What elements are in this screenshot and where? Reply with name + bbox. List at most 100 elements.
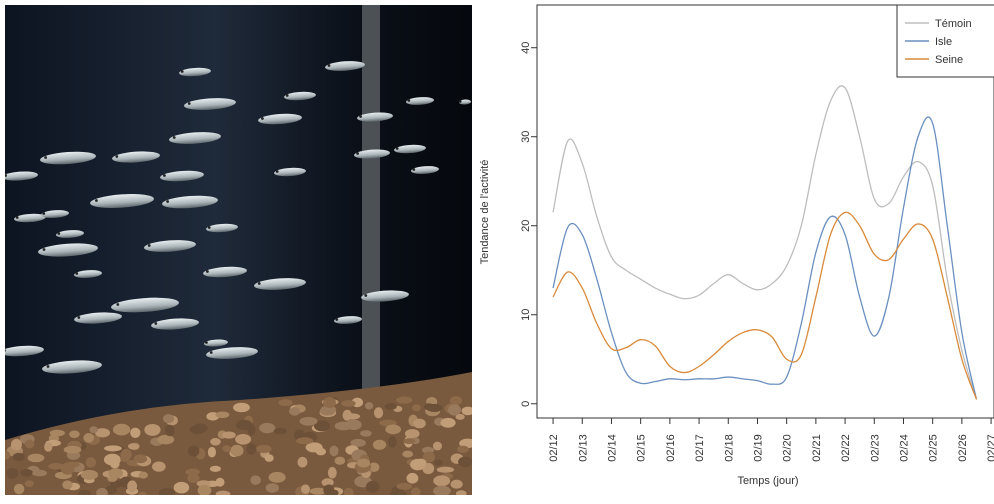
pebble bbox=[133, 454, 148, 464]
fish-school bbox=[5, 61, 471, 374]
fish bbox=[406, 97, 434, 105]
pebble bbox=[222, 445, 232, 452]
pebble bbox=[158, 488, 176, 495]
fish bbox=[459, 99, 471, 105]
pebble bbox=[222, 431, 236, 439]
pebble bbox=[120, 448, 132, 461]
x-tick-label: 02/27 bbox=[986, 434, 994, 462]
pebble bbox=[319, 406, 336, 416]
fish bbox=[258, 113, 302, 125]
pebble bbox=[357, 458, 371, 468]
pebble bbox=[207, 446, 217, 458]
pebble bbox=[403, 438, 416, 445]
pebble bbox=[410, 458, 426, 471]
x-tick-label: 02/18 bbox=[723, 434, 735, 462]
fish-eye bbox=[44, 156, 47, 159]
fish bbox=[204, 339, 228, 347]
pebble bbox=[432, 441, 442, 451]
pebble bbox=[187, 445, 200, 457]
pebble bbox=[350, 438, 366, 447]
pebble bbox=[278, 399, 293, 407]
fish-eye bbox=[147, 244, 151, 247]
x-tick-label: 02/21 bbox=[811, 434, 823, 462]
fish-eye bbox=[395, 147, 399, 150]
pebble bbox=[404, 428, 420, 439]
fish-eye bbox=[285, 94, 289, 97]
pebble bbox=[341, 400, 356, 407]
fish bbox=[38, 243, 98, 257]
fish-eye bbox=[163, 174, 166, 177]
x-tick-label: 02/20 bbox=[782, 434, 794, 462]
pebble bbox=[330, 489, 339, 495]
fish-eye bbox=[458, 100, 462, 103]
pebble bbox=[215, 411, 230, 419]
pebble bbox=[13, 483, 25, 495]
legend-label: Témoin bbox=[935, 18, 972, 30]
pebble bbox=[89, 426, 99, 434]
series-line bbox=[552, 211, 978, 400]
fish bbox=[162, 195, 218, 209]
pebble bbox=[273, 427, 287, 435]
pebble bbox=[250, 475, 261, 485]
pebble bbox=[11, 438, 22, 451]
pebble bbox=[187, 473, 200, 484]
fish-eye bbox=[261, 117, 264, 120]
fish-eye bbox=[75, 272, 79, 275]
fish bbox=[254, 278, 306, 290]
pebble bbox=[112, 423, 131, 436]
pebble bbox=[297, 456, 308, 468]
pebble bbox=[104, 445, 122, 452]
x-tick-label: 02/26 bbox=[957, 434, 969, 462]
fish-eye bbox=[172, 136, 176, 139]
pebble bbox=[193, 423, 208, 434]
pebble bbox=[365, 402, 374, 410]
x-tick-label: 02/17 bbox=[694, 434, 706, 462]
pebble bbox=[265, 483, 280, 493]
pebble bbox=[372, 439, 387, 450]
fish bbox=[394, 144, 426, 154]
pebble bbox=[24, 439, 35, 449]
x-tick-label: 02/24 bbox=[898, 434, 910, 462]
pebble bbox=[384, 403, 397, 410]
pebble bbox=[12, 452, 25, 462]
fish bbox=[111, 297, 179, 313]
pebble bbox=[313, 420, 331, 432]
fish bbox=[90, 194, 154, 208]
pebble bbox=[64, 461, 80, 468]
fish-eye bbox=[166, 200, 170, 203]
pebble bbox=[128, 443, 140, 450]
fish-eye bbox=[116, 303, 120, 306]
pebble bbox=[343, 487, 354, 495]
pebble bbox=[78, 489, 91, 495]
pebble bbox=[197, 484, 212, 495]
pebble bbox=[449, 396, 463, 406]
fish bbox=[179, 67, 211, 77]
pebble bbox=[440, 417, 456, 428]
fish-eye bbox=[42, 212, 46, 215]
chart: 0 10 20 30 40 02/12 02/13 02/14 02/15 02/16 02/17 0… bbox=[520, 4, 994, 462]
pebble bbox=[162, 414, 175, 424]
legend-label: Isle bbox=[935, 36, 952, 48]
fish bbox=[334, 316, 362, 324]
fish-eye bbox=[257, 282, 261, 285]
x-axis-label: Temps (jour) bbox=[737, 475, 798, 487]
fish bbox=[56, 230, 84, 238]
pebble bbox=[164, 424, 175, 437]
pebble bbox=[152, 461, 166, 472]
pebble bbox=[299, 416, 318, 426]
y-tick-label: 0 bbox=[520, 401, 532, 407]
pebble bbox=[426, 403, 443, 413]
pebble bbox=[436, 466, 455, 473]
fish bbox=[206, 223, 238, 233]
pebble bbox=[413, 418, 426, 429]
pebble bbox=[323, 397, 336, 408]
fish bbox=[274, 167, 306, 177]
pebble bbox=[373, 407, 384, 419]
fish bbox=[203, 266, 247, 278]
pebble bbox=[215, 477, 225, 487]
pebble bbox=[62, 480, 73, 490]
pebble bbox=[209, 465, 222, 472]
pebble bbox=[412, 404, 421, 412]
pebble bbox=[20, 469, 34, 477]
